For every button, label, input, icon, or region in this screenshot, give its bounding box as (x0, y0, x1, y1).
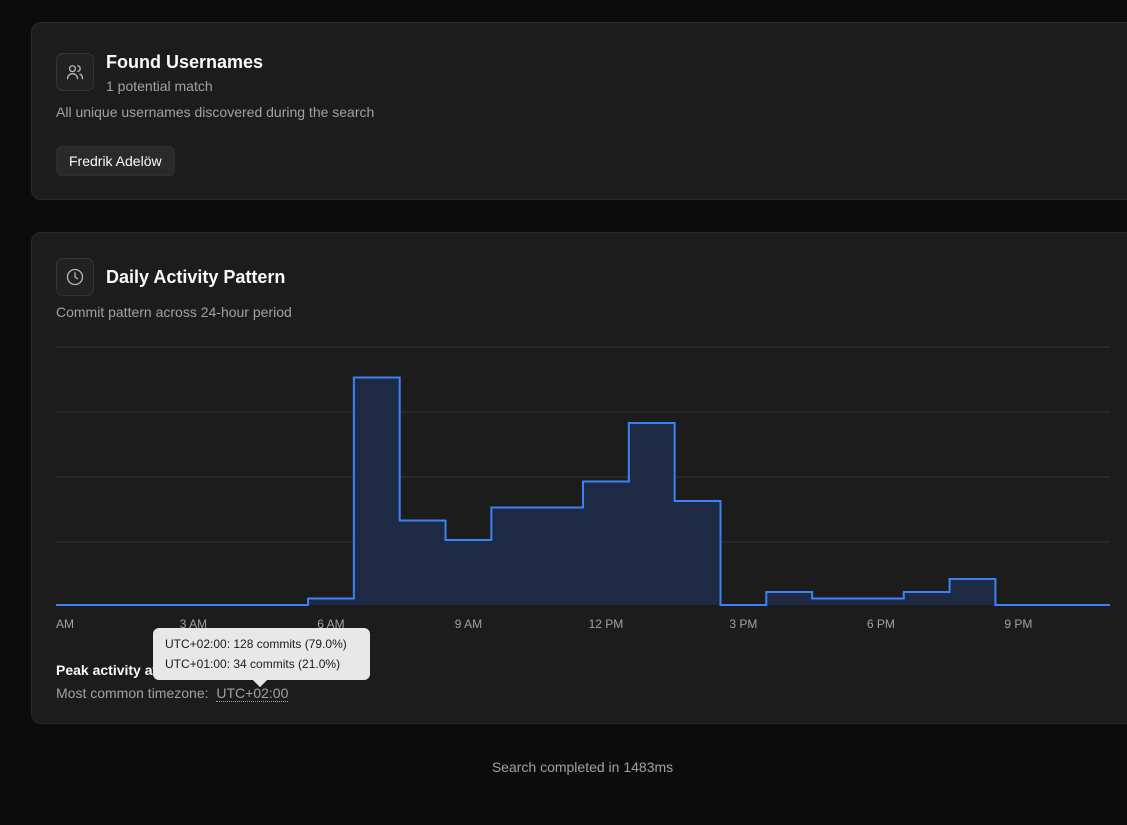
tooltip-line: UTC+02:00: 128 commits (79.0%) (165, 637, 347, 651)
hour-hit-area[interactable] (308, 345, 354, 605)
hour-hit-area[interactable] (400, 345, 446, 605)
match-count: 1 potential match (106, 78, 213, 94)
x-tick-label: 9 AM (455, 617, 482, 631)
x-tick-label: 6 AM (317, 617, 344, 631)
daily-activity-card: Daily Activity Pattern Commit pattern ac… (31, 232, 1127, 724)
x-tick-label: 3 PM (729, 617, 757, 631)
search-status: Search completed in 1483ms (491, 759, 674, 775)
timezone-label: Most common timezone: (56, 685, 209, 701)
hour-hit-area[interactable] (675, 345, 721, 605)
hour-hit-area[interactable] (171, 345, 217, 605)
hour-hit-area[interactable] (629, 345, 675, 605)
hour-hit-area[interactable] (262, 345, 308, 605)
hour-hit-area[interactable] (354, 345, 400, 605)
hour-hit-area[interactable] (216, 345, 262, 605)
peak-activity-label: Peak activity at (56, 662, 158, 678)
hour-hit-area[interactable] (1087, 345, 1127, 605)
timezone-tooltip: UTC+02:00: 128 commits (79.0%) UTC+01:00… (153, 628, 370, 688)
hour-hit-area[interactable] (858, 345, 904, 605)
activity-line (56, 376, 1110, 606)
hour-hit-area[interactable] (446, 345, 492, 605)
timezone-value[interactable]: UTC+02:00 (216, 685, 289, 702)
x-tick-label: 3 AM (180, 617, 207, 631)
tooltip-line: UTC+01:00: 34 commits (21.0%) (165, 657, 341, 671)
timezone-row: Most common timezone: UTC+02:00 (56, 685, 289, 702)
hour-hit-area[interactable] (720, 345, 766, 605)
users-icon (56, 53, 94, 91)
x-tick-label: 9 PM (1004, 617, 1032, 631)
hour-hit-area[interactable] (33, 345, 79, 605)
hour-hit-areas[interactable] (33, 345, 1127, 605)
usernames-description: All unique usernames discovered during t… (56, 104, 375, 120)
x-tick-label: 6 PM (867, 617, 895, 631)
x-axis-ticks: AM 3 AM 6 AM 9 AM 12 PM 3 PM 6 PM 9 PM (56, 617, 1032, 631)
hour-hit-area[interactable] (995, 345, 1041, 605)
hour-hit-area[interactable] (583, 345, 629, 605)
hour-hit-area[interactable] (491, 345, 537, 605)
activity-description: Commit pattern across 24-hour period (56, 304, 292, 320)
hour-hit-area[interactable] (812, 345, 858, 605)
x-tick-label: 12 PM (589, 617, 624, 631)
hour-hit-area[interactable] (79, 345, 125, 605)
usernames-card-title: Found Usernames (106, 52, 264, 72)
hour-hit-area[interactable] (537, 345, 583, 605)
username-chip[interactable]: Fredrik Adelöw (56, 146, 175, 176)
x-tick-label: AM (56, 617, 74, 631)
hour-hit-area[interactable] (766, 345, 812, 605)
hour-hit-area[interactable] (1041, 345, 1087, 605)
activity-card-title: Daily Activity Pattern (106, 267, 286, 287)
clock-icon (56, 258, 94, 296)
hour-hit-area[interactable] (904, 345, 950, 605)
hour-hit-area[interactable] (950, 345, 996, 605)
chart-grid (56, 346, 1110, 543)
found-usernames-card: Found Usernames 1 potential match All un… (31, 22, 1127, 200)
hour-hit-area[interactable] (125, 345, 171, 605)
activity-chart[interactable]: AM 3 AM 6 AM 9 AM 12 PM 3 PM 6 PM 9 PM (32, 233, 1127, 643)
